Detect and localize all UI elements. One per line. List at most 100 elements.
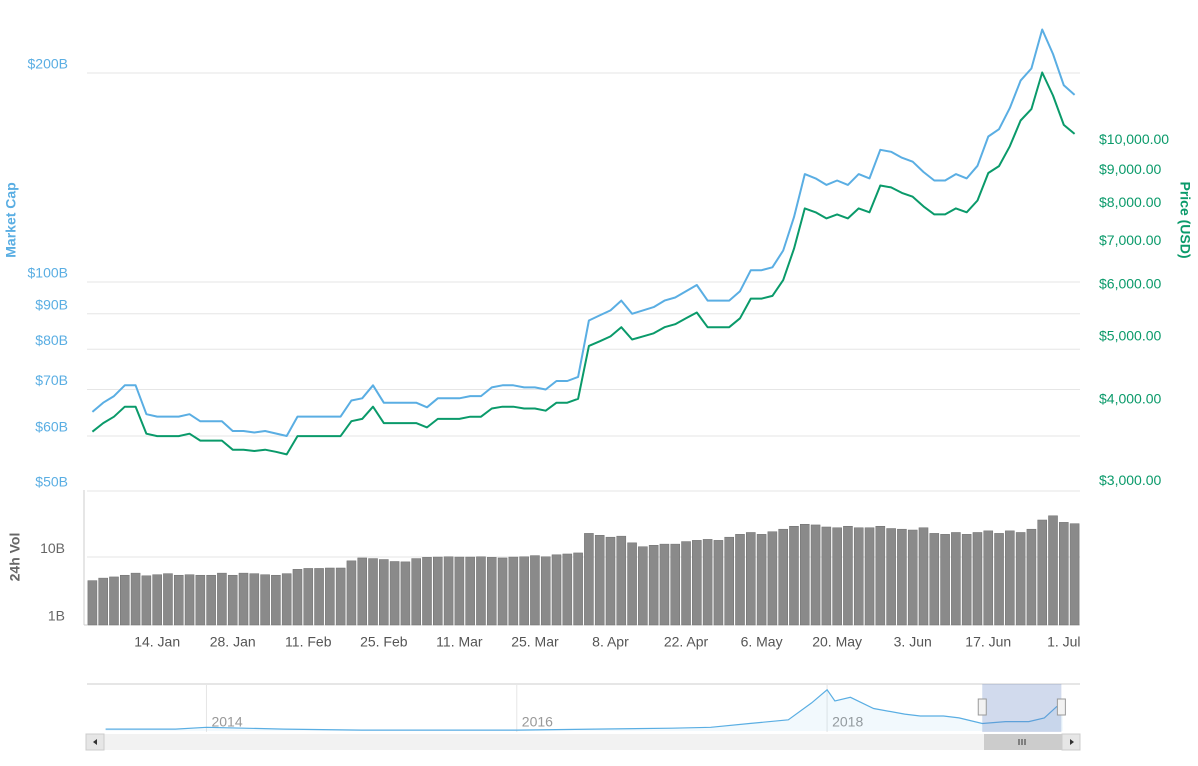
x-tick-label: 17. Jun xyxy=(965,634,1011,650)
volume-bar xyxy=(551,554,562,626)
y2-tick-label: $10,000.00 xyxy=(1099,131,1169,147)
volume-bar xyxy=(130,572,141,626)
volume-bar xyxy=(433,556,443,626)
volume-bar xyxy=(821,526,832,626)
x-tick-label: 11. Mar xyxy=(436,634,483,650)
volume-bar xyxy=(195,574,206,626)
volume-bar xyxy=(314,568,324,626)
navigator-handle[interactable] xyxy=(1056,698,1066,716)
x-tick-label: 20. May xyxy=(812,634,862,650)
x-tick-label: 6. May xyxy=(741,634,783,650)
navigator-line xyxy=(105,688,1064,731)
volume-bar xyxy=(271,574,281,626)
volume-bar xyxy=(486,557,497,626)
volume-bar xyxy=(217,572,227,626)
y-tick-label: $90B xyxy=(35,296,68,312)
volume-bar xyxy=(638,546,648,626)
volume-bar xyxy=(443,556,454,626)
x-tick-label: 14. Jan xyxy=(134,634,180,650)
volume-bar xyxy=(897,528,907,626)
volume-bar xyxy=(573,552,583,626)
volume-bar xyxy=(562,553,573,626)
x-tick-label: 11. Feb xyxy=(285,634,332,650)
y2-tick-label: $4,000.00 xyxy=(1099,391,1161,407)
volume-bar xyxy=(681,541,691,626)
scrollbar-thumb[interactable] xyxy=(984,734,1062,750)
volume-bar xyxy=(1037,519,1048,626)
volume-bar xyxy=(810,524,821,626)
volume-bar xyxy=(983,530,994,626)
volume-bar xyxy=(627,542,637,626)
volume-bar xyxy=(735,534,745,626)
volume-bar xyxy=(843,525,853,626)
volume-bar xyxy=(422,557,432,626)
volume-bar xyxy=(1015,532,1026,626)
volume-bar xyxy=(702,539,713,626)
y-tick-label: $70B xyxy=(35,372,68,388)
volume-bar xyxy=(1026,528,1037,626)
volume-bar xyxy=(87,580,98,626)
y-tick-label: $60B xyxy=(35,419,68,435)
x-tick-label: 3. Jun xyxy=(894,634,932,650)
scrollbar-track[interactable] xyxy=(86,734,1080,750)
volume-bar xyxy=(325,567,335,626)
volume-bar xyxy=(281,573,292,626)
y2-tick-label: $3,000.00 xyxy=(1099,472,1161,488)
volume-bar xyxy=(951,532,961,626)
y-axis-title: Market Cap xyxy=(3,182,19,257)
volume-bar xyxy=(389,561,400,626)
volume-bar xyxy=(1005,530,1015,626)
volume-bar xyxy=(152,574,162,626)
volume-bar xyxy=(260,574,270,626)
series-line xyxy=(91,71,1076,456)
volume-bar xyxy=(713,540,724,626)
volume-bar xyxy=(465,556,475,626)
navigator-selection[interactable] xyxy=(982,684,1062,732)
volume-bar xyxy=(400,561,411,626)
y-tick-label: $50B xyxy=(35,474,68,490)
y2-tick-label: $8,000.00 xyxy=(1099,194,1161,210)
volume-bar xyxy=(584,533,594,626)
volume-bar xyxy=(670,543,681,626)
y2-axis-title: Price (USD) xyxy=(1177,181,1193,258)
volume-bar xyxy=(454,556,465,626)
volume-axis-title: 24h Vol xyxy=(7,533,23,582)
volume-bar xyxy=(605,536,616,626)
volume-bar xyxy=(1059,522,1069,626)
volume-bar xyxy=(163,573,173,626)
volume-bar xyxy=(98,577,108,626)
volume-bar xyxy=(508,556,519,626)
navigator-x-label: 2016 xyxy=(522,714,553,730)
volume-bar xyxy=(227,574,238,626)
volume-bar xyxy=(368,558,378,626)
x-tick-label: 28. Jan xyxy=(210,634,256,650)
volume-bar xyxy=(173,574,184,626)
navigator-x-label: 2018 xyxy=(832,714,863,730)
volume-bar xyxy=(940,534,950,626)
volume-bar xyxy=(961,534,972,626)
volume-bar xyxy=(206,574,216,626)
volume-bar xyxy=(799,523,810,626)
volume-bar xyxy=(778,528,788,626)
volume-bar xyxy=(184,574,195,626)
volume-bar xyxy=(109,576,119,626)
navigator-x-label: 2014 xyxy=(211,714,242,730)
y2-tick-label: $6,000.00 xyxy=(1099,276,1161,292)
volume-bar xyxy=(540,556,551,626)
volume-bar xyxy=(832,527,842,626)
volume-bar xyxy=(379,559,389,626)
x-tick-label: 8. Apr xyxy=(592,634,629,650)
volume-bar xyxy=(929,533,940,626)
navigator-handle[interactable] xyxy=(977,698,987,716)
volume-bar xyxy=(519,556,529,626)
volume-bar xyxy=(918,527,929,626)
volume-bar xyxy=(756,534,767,626)
y2-tick-label: $7,000.00 xyxy=(1099,232,1161,248)
scrollbar-grip xyxy=(1018,739,1026,745)
volume-bar xyxy=(141,575,152,626)
volume-bar xyxy=(972,532,983,626)
volume-bar xyxy=(1069,523,1080,626)
volume-bar xyxy=(594,535,605,626)
volume-bar xyxy=(746,532,756,626)
